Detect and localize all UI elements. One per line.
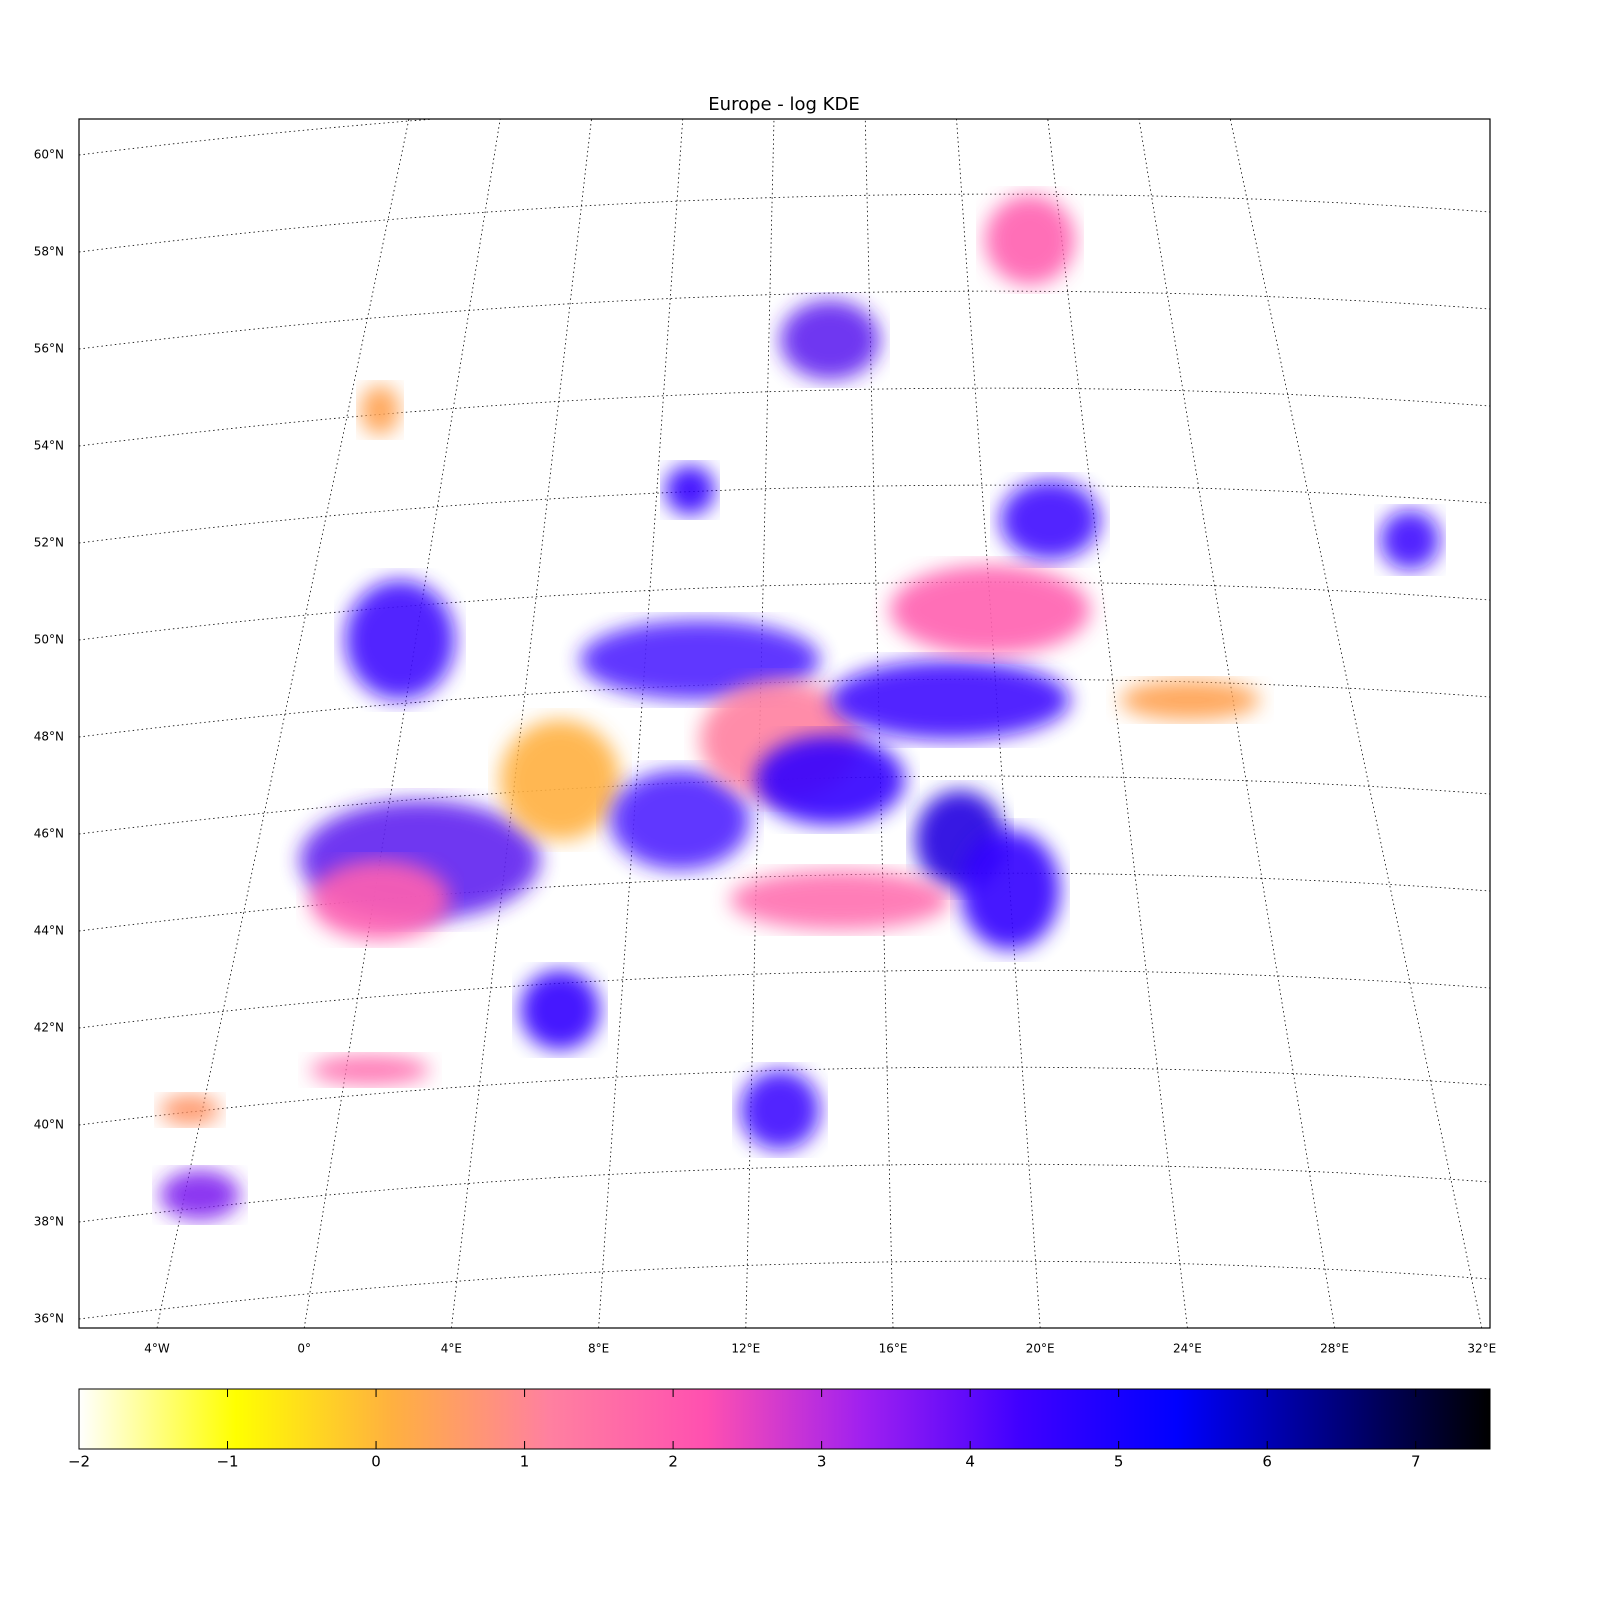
parallel bbox=[79, 581, 1490, 641]
lon-label: 20°E bbox=[1026, 1342, 1055, 1356]
parallel bbox=[79, 969, 1490, 1029]
graticule bbox=[79, 119, 1490, 1328]
density-blob bbox=[740, 1070, 820, 1150]
density-blob bbox=[580, 620, 820, 700]
meridian bbox=[451, 119, 592, 1328]
colorbar-tick-label: −1 bbox=[216, 1453, 238, 1471]
density-blob bbox=[755, 735, 905, 825]
density-blob bbox=[665, 465, 715, 515]
parallel bbox=[79, 484, 1490, 544]
colorbar-tick-label: 3 bbox=[817, 1453, 827, 1471]
axis-labels: 60°N 58°N 56°N 54°N 52°N 50°N 48°N 46°N 44°N 42°N… bbox=[34, 148, 1496, 1356]
density-blob bbox=[160, 1170, 240, 1220]
lon-label: 0° bbox=[297, 1342, 311, 1356]
lat-label: 36°N bbox=[34, 1312, 64, 1326]
meridian bbox=[1047, 119, 1188, 1328]
lon-label: 32°E bbox=[1467, 1342, 1496, 1356]
lat-label: 42°N bbox=[34, 1021, 64, 1035]
lat-label: 58°N bbox=[34, 245, 64, 259]
density-blob bbox=[830, 660, 1070, 740]
density-blob bbox=[520, 970, 600, 1050]
lon-label: 4°W bbox=[144, 1342, 170, 1356]
density-blob bbox=[780, 300, 880, 380]
colorbar-tick-label: 0 bbox=[371, 1453, 381, 1471]
lat-label: 60°N bbox=[34, 148, 64, 162]
lat-label: 44°N bbox=[34, 924, 64, 938]
colorbar-tick-label: 6 bbox=[1262, 1453, 1272, 1471]
lat-label: 48°N bbox=[34, 730, 64, 744]
lon-label: 28°E bbox=[1320, 1342, 1349, 1356]
meridian bbox=[303, 119, 501, 1328]
lat-label: 52°N bbox=[34, 536, 64, 550]
colorbar-tick-label: 1 bbox=[520, 1453, 530, 1471]
density-blob bbox=[310, 1055, 430, 1085]
map-frame bbox=[78, 118, 1491, 1329]
meridian bbox=[598, 119, 684, 1328]
density-blob bbox=[360, 385, 400, 435]
lon-label: 8°E bbox=[588, 1342, 609, 1356]
lat-label: 56°N bbox=[34, 342, 64, 356]
density-blob bbox=[310, 860, 450, 940]
density-blob bbox=[890, 565, 1090, 655]
lat-label: 54°N bbox=[34, 439, 64, 453]
meridian bbox=[1138, 119, 1335, 1328]
colorbar: −2 −1 0 1 2 3 4 5 6 7 bbox=[68, 1388, 1491, 1471]
density-blob bbox=[1380, 510, 1440, 570]
density-blob bbox=[1120, 680, 1260, 720]
parallel bbox=[79, 193, 1490, 253]
kde-heatmap bbox=[160, 195, 1440, 1220]
density-blob bbox=[345, 580, 455, 700]
density-blob bbox=[960, 830, 1060, 950]
meridian bbox=[156, 119, 410, 1328]
parallel bbox=[79, 1163, 1490, 1223]
meridian bbox=[1229, 119, 1483, 1328]
lat-label: 50°N bbox=[34, 633, 64, 647]
colorbar-tick-label: 5 bbox=[1114, 1453, 1124, 1471]
lon-label: 24°E bbox=[1173, 1342, 1202, 1356]
colorbar-tick-label: 7 bbox=[1411, 1453, 1421, 1471]
lon-label: 12°E bbox=[731, 1342, 760, 1356]
lat-label: 40°N bbox=[34, 1118, 64, 1132]
lat-label: 46°N bbox=[34, 827, 64, 841]
lon-label: 4°E bbox=[441, 1342, 462, 1356]
density-blob bbox=[1000, 480, 1100, 560]
parallel bbox=[79, 1066, 1490, 1126]
parallel bbox=[79, 387, 1490, 447]
colorbar-tick-label: −2 bbox=[68, 1453, 90, 1471]
colorbar-gradient bbox=[78, 1388, 1491, 1450]
parallel bbox=[79, 1260, 1490, 1320]
colorbar-tick-label: 4 bbox=[965, 1453, 975, 1471]
density-blob bbox=[500, 720, 620, 840]
density-blob bbox=[160, 1095, 220, 1125]
map-title: Europe - log KDE bbox=[708, 94, 859, 115]
density-blob bbox=[730, 870, 950, 930]
lon-label: 16°E bbox=[879, 1342, 908, 1356]
density-blob bbox=[985, 195, 1075, 285]
colorbar-tick-label: 2 bbox=[668, 1453, 678, 1471]
lat-label: 38°N bbox=[34, 1215, 64, 1229]
density-blob bbox=[610, 770, 750, 870]
parallel bbox=[79, 290, 1490, 350]
